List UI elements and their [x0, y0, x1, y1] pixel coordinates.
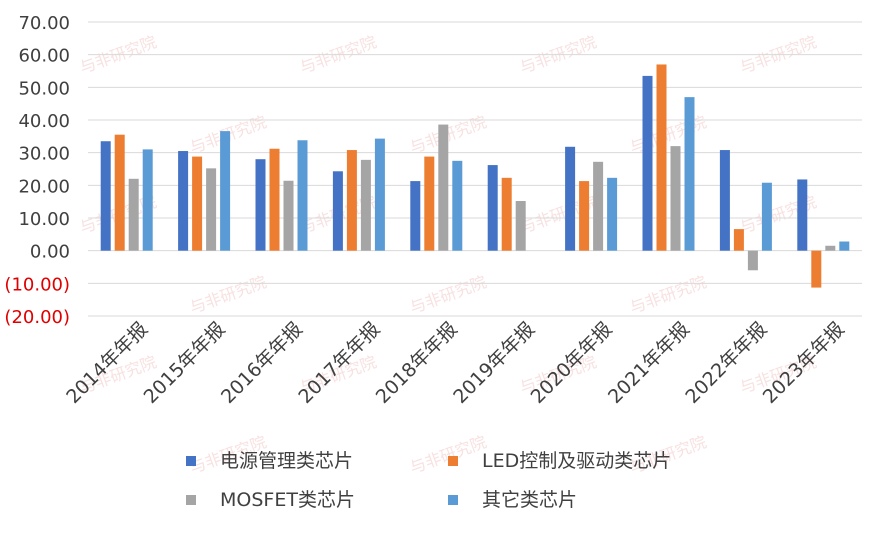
bar-2-1 [114, 134, 125, 251]
bar-3-5 [438, 124, 449, 251]
bar-4-10 [839, 241, 850, 251]
bar-1-5 [410, 181, 421, 251]
bar-3-9 [747, 250, 758, 271]
y-tick-label: 0.00 [30, 242, 70, 263]
bar-3-4 [360, 159, 371, 251]
bar-1-3 [255, 159, 266, 251]
bar-4-3 [297, 140, 308, 251]
y-tick-label: 70.00 [18, 13, 70, 34]
y-tick-label: 10.00 [18, 209, 70, 230]
bar-3-6 [515, 201, 526, 251]
bar-2-5 [424, 156, 435, 251]
legend-swatch [448, 495, 458, 505]
legend-swatch [448, 456, 458, 466]
bar-4-8 [684, 97, 695, 251]
x-category-label: 2022年年报 [681, 318, 771, 408]
bar-1-6 [487, 165, 498, 251]
bar-3-8 [670, 146, 681, 251]
watermark-text: 与非研究院 [627, 112, 709, 157]
bar-1-9 [719, 150, 730, 251]
x-category-label: 2020年年报 [527, 318, 617, 408]
bar-2-6 [501, 177, 512, 251]
x-category-label: 2021年年报 [604, 318, 694, 408]
bar-1-8 [642, 75, 653, 251]
y-axis-tick-labels: 70.00 60.00 50.00 40.00 30.00 20.00 10.00 0.00 (… [4, 13, 70, 328]
y-tick-label: 50.00 [18, 78, 70, 99]
x-axis-category-labels: 2014年年报2015年年报2016年年报2017年年报2018年年报2019年… [62, 318, 849, 408]
x-category-label: 2016年年报 [217, 318, 307, 408]
bar-1-1 [100, 141, 111, 251]
y-tick-label: 60.00 [18, 46, 70, 67]
bar-3-7 [593, 161, 604, 251]
bar-2-8 [656, 64, 667, 251]
bar-4-4 [374, 138, 385, 251]
bar-4-1 [142, 149, 153, 251]
legend-label: LED控制及驱动类芯片 [482, 450, 671, 472]
bar-2-2 [192, 156, 203, 251]
bar-2-4 [346, 150, 357, 251]
y-tick-label: 20.00 [18, 176, 70, 197]
y-tick-label: 40.00 [18, 111, 70, 132]
bar-2-3 [269, 148, 280, 251]
y-tick-label: (20.00) [4, 307, 70, 328]
y-tick-label: (10.00) [4, 274, 70, 295]
bar-3-10 [825, 245, 836, 251]
bar-2-10 [811, 250, 822, 288]
watermark-text: 与非研究院 [407, 432, 489, 477]
legend-swatch [186, 456, 196, 466]
legend-swatch [186, 495, 196, 505]
bar-3-1 [128, 178, 139, 251]
bar-1-4 [332, 171, 343, 251]
gridlines [88, 21, 862, 317]
bar-4-9 [761, 182, 772, 251]
legend: 电源管理类芯片 LED控制及驱动类芯片 MOSFET类芯片 其它类芯片 [186, 450, 671, 511]
x-category-label: 2023年年报 [759, 318, 849, 408]
bar-marks [100, 64, 850, 288]
bar-1-7 [565, 146, 576, 251]
x-category-label: 2018年年报 [372, 318, 462, 408]
y-tick-label: 30.00 [18, 144, 70, 165]
legend-label: 电源管理类芯片 [220, 450, 353, 472]
bar-3-3 [283, 180, 294, 251]
watermark-text: 与非研究院 [627, 272, 709, 317]
bar-1-10 [797, 179, 808, 251]
bar-3-2 [206, 168, 217, 251]
bar-2-9 [733, 229, 744, 251]
bar-1-2 [178, 151, 189, 251]
bar-4-5 [452, 160, 463, 251]
watermark-text: 与非研究院 [187, 272, 269, 317]
bar-4-2 [220, 131, 231, 251]
watermark-text: 与非研究院 [407, 272, 489, 317]
bar-2-7 [579, 181, 590, 251]
bar-4-7 [607, 177, 618, 251]
legend-label: MOSFET类芯片 [220, 489, 355, 511]
legend-label: 其它类芯片 [482, 489, 577, 511]
